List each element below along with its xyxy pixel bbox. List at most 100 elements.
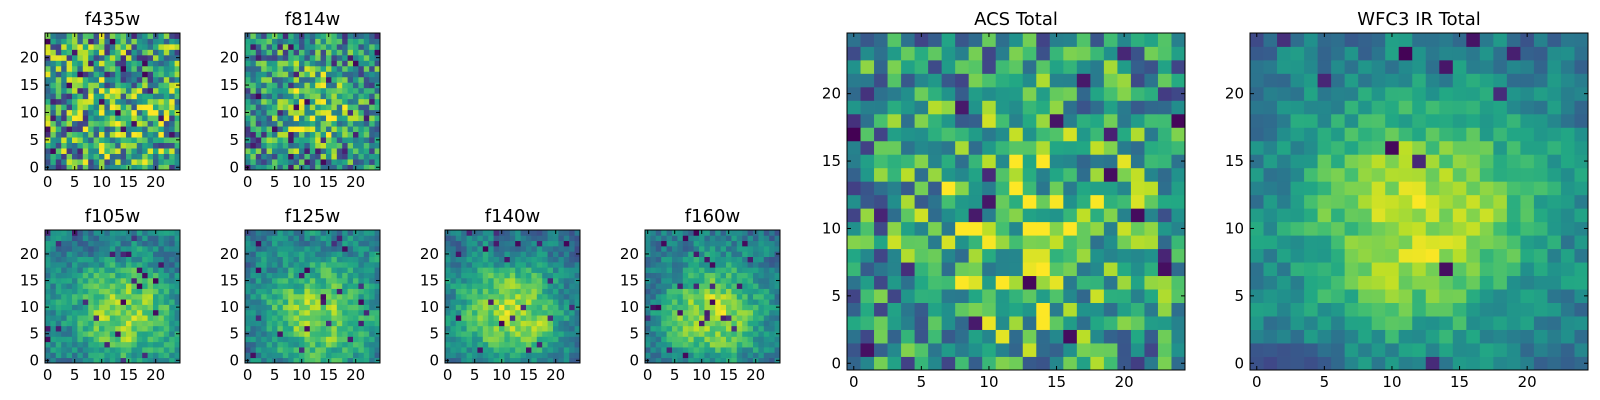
heatmap-cell (315, 65, 321, 72)
heatmap-cell (326, 336, 332, 343)
heatmap-cell (245, 148, 251, 154)
heatmap-cell (747, 288, 754, 295)
heatmap-cell (1290, 221, 1305, 236)
heatmap-cell (131, 315, 138, 321)
heatmap-cell (109, 261, 116, 268)
heatmap-cell (299, 272, 305, 279)
heatmap-cell (499, 288, 505, 295)
heatmap-cell (1130, 46, 1145, 61)
heatmap-cell (461, 267, 467, 273)
heatmap-cell (293, 293, 300, 300)
heatmap-cell (255, 256, 262, 263)
heatmap-cell (169, 148, 175, 154)
heatmap-cell (747, 251, 754, 257)
heatmap-cell (1144, 316, 1159, 330)
heatmap-cell (147, 43, 154, 50)
heatmap-cell (1290, 208, 1305, 223)
heatmap-cell (736, 341, 743, 348)
heatmap-cell (174, 261, 181, 268)
heatmap-cell (1506, 275, 1521, 290)
heatmap-cell (1117, 59, 1132, 74)
heatmap-cell (266, 288, 273, 295)
heatmap-cell (1506, 329, 1521, 344)
heatmap-cell (509, 336, 516, 343)
y-tick-label: 15 (620, 272, 639, 290)
heatmap-cell (1022, 343, 1037, 357)
heatmap-cell (553, 299, 559, 305)
heatmap-cell (901, 343, 915, 357)
heatmap-cell (126, 104, 132, 111)
heatmap-cell (353, 309, 359, 316)
heatmap-cell (1090, 194, 1105, 209)
heatmap-cell (115, 71, 121, 78)
heatmap-cell (109, 33, 116, 39)
heatmap-cell (515, 309, 521, 316)
heatmap-cell (45, 43, 51, 50)
heatmap-cell (131, 352, 138, 359)
heatmap-cell (131, 120, 138, 127)
heatmap-cell (261, 325, 267, 332)
heatmap-cell (109, 98, 116, 105)
heatmap-cell (720, 331, 727, 337)
heatmap-cell (504, 357, 511, 364)
heatmap-cell (109, 65, 116, 72)
heatmap-cell (50, 347, 57, 353)
heatmap-cell (914, 302, 929, 317)
heatmap-cell (520, 277, 527, 284)
heatmap-cell (45, 126, 51, 133)
heatmap-cell (93, 115, 100, 122)
heatmap-cell (1130, 154, 1145, 169)
heatmap-cell (547, 277, 554, 284)
heatmap-cell (115, 357, 121, 364)
heatmap-cell (93, 256, 100, 263)
heatmap-cell (769, 256, 775, 263)
heatmap-cell (1171, 86, 1186, 101)
heatmap-cell (1344, 262, 1359, 277)
heatmap-cell (72, 240, 78, 247)
heatmap-cell (661, 251, 667, 257)
heatmap-cell (515, 293, 521, 300)
heatmap-cell (353, 331, 359, 337)
heatmap-cell (142, 54, 148, 61)
heatmap-cell (847, 73, 861, 88)
heatmap-cell (1304, 262, 1318, 277)
heatmap-cell (45, 98, 51, 105)
heatmap-cell (450, 293, 457, 300)
heatmap-cell (1022, 329, 1037, 344)
heatmap-cell (299, 43, 305, 50)
heatmap-cell (650, 341, 657, 348)
heatmap-cell (320, 277, 327, 284)
heatmap-cell (542, 336, 548, 343)
heatmap-cell (158, 256, 165, 263)
heatmap-cell (445, 261, 451, 268)
heatmap-cell (499, 267, 505, 273)
heatmap-cell (1452, 235, 1467, 250)
heatmap-cell (901, 154, 915, 169)
heatmap-cell (245, 272, 251, 279)
heatmap-cell (887, 167, 902, 182)
heatmap-cell (82, 336, 89, 343)
heatmap-cell (661, 309, 667, 316)
heatmap-cell (704, 357, 711, 364)
heatmap-cell (968, 289, 983, 303)
heatmap-cell (769, 336, 775, 343)
heatmap-cell (1466, 275, 1481, 290)
heatmap-cell (115, 315, 121, 321)
heatmap-cell (553, 331, 559, 337)
heatmap-cell (753, 309, 759, 316)
heatmap-cell (120, 142, 127, 149)
heatmap-cell (542, 240, 548, 247)
heatmap-cell (1439, 221, 1454, 236)
heatmap-cell (1317, 167, 1332, 182)
heatmap-cell (82, 142, 89, 149)
heatmap-cell (774, 341, 781, 348)
heatmap-cell (55, 65, 62, 72)
heatmap-cell (726, 288, 732, 295)
heatmap-cell (1398, 262, 1413, 277)
heatmap-cell (1022, 262, 1037, 277)
heatmap-cell (277, 336, 284, 343)
heatmap-cell (358, 251, 365, 257)
heatmap-cell (245, 336, 251, 343)
heatmap-cell (104, 251, 111, 257)
heatmap-cell (331, 137, 338, 143)
